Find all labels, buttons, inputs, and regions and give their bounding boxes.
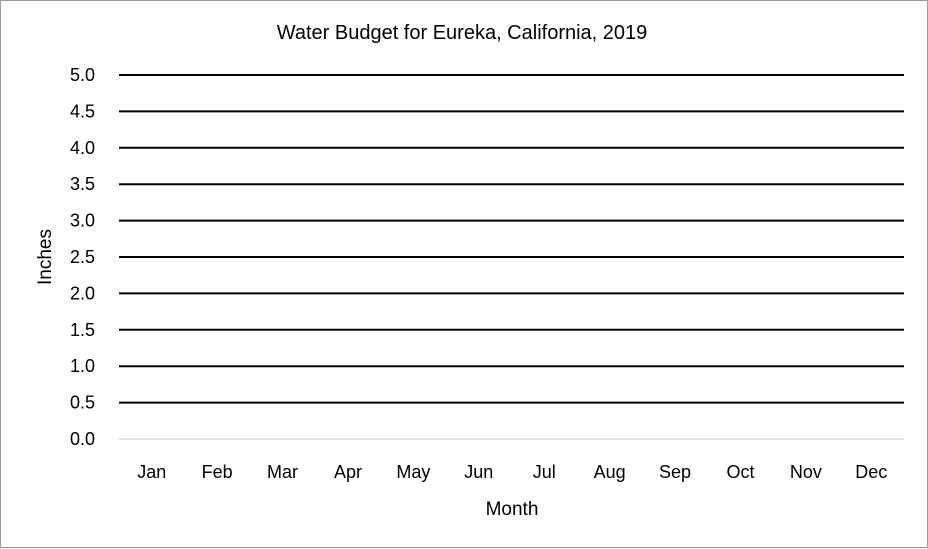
x-tick-label: Dec [855,462,887,482]
y-axis-tick-labels: 0.0 0.5 1.0 1.5 2.0 2.5 3.0 3.5 4.0 4.5 5.0 [70,65,95,449]
x-tick-label: Nov [790,462,822,482]
y-tick-label: 3.5 [70,174,95,194]
x-tick-label: Aug [594,462,626,482]
y-tick-label: 1.0 [70,356,95,376]
y-tick-label: 4.5 [70,101,95,121]
y-tick-label: 4.0 [70,138,95,158]
x-tick-label: Jan [137,462,166,482]
x-tick-label: Apr [334,462,362,482]
y-tick-label: 0.0 [70,429,95,449]
x-tick-label: Jul [533,462,556,482]
x-axis-title: Month [486,499,539,520]
x-axis-tick-labels: Jan Feb Mar Apr May Jun Jul Aug Sep Oct Nov Dec [137,462,887,482]
x-tick-label: Oct [726,462,754,482]
y-tick-label: 2.5 [70,247,95,267]
y-axis-title: Inches [35,229,56,285]
y-tick-label: 1.5 [70,320,95,340]
x-tick-label: Sep [659,462,691,482]
x-tick-label: Jun [464,462,493,482]
y-tick-label: 3.0 [70,211,95,231]
y-tick-label: 2.0 [70,283,95,303]
y-tick-label: 0.5 [70,393,95,413]
x-tick-label: May [396,462,430,482]
x-tick-label: Feb [202,462,233,482]
x-tick-label: Mar [267,462,298,482]
gridlines [119,74,904,440]
y-tick-label: 5.0 [70,65,95,85]
chart-title: Water Budget for Eureka, California, 201… [277,22,648,44]
